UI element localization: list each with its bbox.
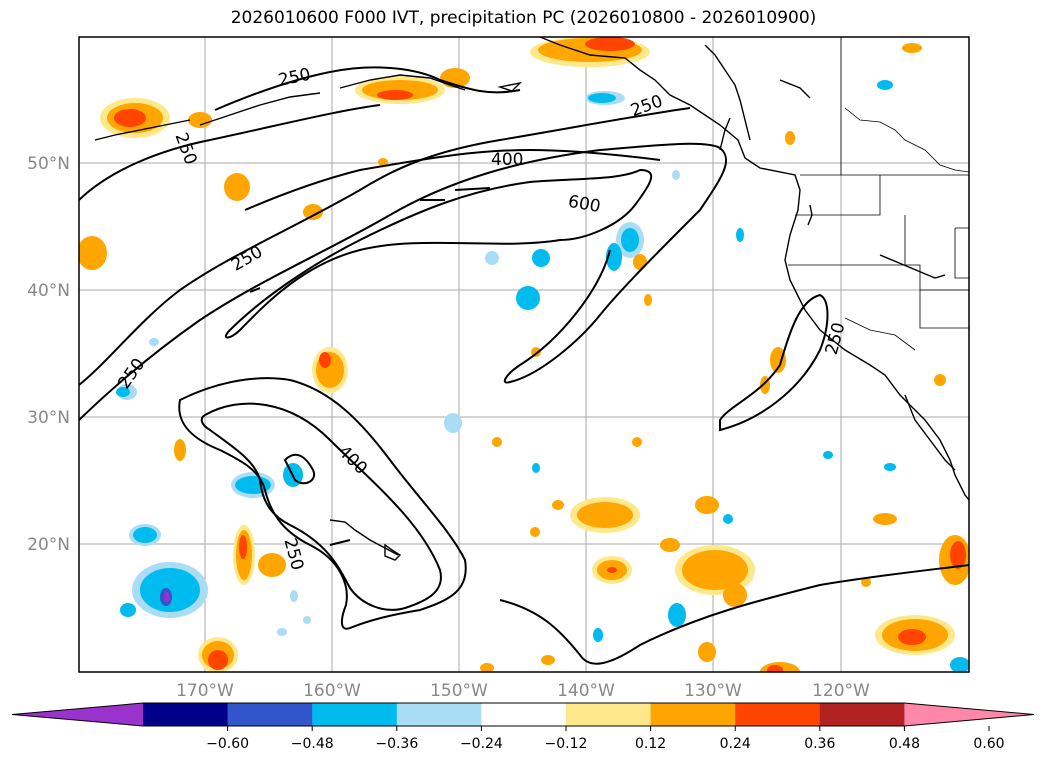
colorbar-segment — [566, 703, 652, 726]
plot-area — [79, 37, 969, 672]
lon-label: 160°W — [303, 681, 361, 701]
colorbar-segment — [143, 703, 229, 726]
colorbar-segment — [481, 703, 567, 726]
lon-label: 120°W — [812, 681, 870, 701]
map-title: 2026010600 F000 IVT, precipitation PC (2… — [230, 8, 817, 28]
colorbar-segment — [650, 703, 736, 726]
colorbar-tick-label: −0.48 — [291, 736, 334, 752]
lon-labels: 170°W 160°W 150°W 140°W 130°W 120°W — [176, 681, 870, 701]
colorbar-segment — [396, 703, 482, 726]
lon-label: 170°W — [176, 681, 234, 701]
colorbar-tick-label: −0.36 — [375, 736, 418, 752]
colorbar-tick-label: 0.48 — [889, 736, 920, 752]
colorbar-tick-label: −0.12 — [545, 736, 588, 752]
lon-label: 140°W — [557, 681, 615, 701]
colorbar-extend-low — [12, 703, 143, 726]
colorbar-tick-label: 0.24 — [720, 736, 751, 752]
colorbar-segment — [735, 703, 821, 726]
colorbar-tick-label: 0.36 — [804, 736, 835, 752]
lat-label: 50°N — [27, 154, 70, 174]
lon-label: 130°W — [684, 681, 742, 701]
lat-labels: 50°N 40°N 30°N 20°N — [27, 154, 70, 555]
colorbar-extend-high — [904, 703, 1034, 726]
lon-label: 150°W — [430, 681, 488, 701]
plot-frame — [78, 36, 970, 673]
lat-label: 40°N — [27, 281, 70, 301]
lat-label: 20°N — [27, 535, 70, 555]
precip-fills — [79, 37, 969, 672]
colorbar-ticks: −0.60 −0.48 −0.36 −0.24 −0.12 0.12 0.24 0.36 0.4… — [206, 726, 1005, 752]
colorbar-tick-label: −0.24 — [460, 736, 503, 752]
colorbar-tick-label: −0.60 — [206, 736, 249, 752]
state-borders — [788, 37, 969, 351]
colorbar-segment — [312, 703, 398, 726]
colorbar-segment — [819, 703, 905, 726]
colorbar-tick-label: 0.12 — [635, 736, 666, 752]
colorbar-segment — [227, 703, 313, 726]
colorbar — [11, 702, 1035, 727]
lat-label: 30°N — [27, 408, 70, 428]
ivt-contours — [79, 66, 969, 665]
colorbar-tick-label: 0.60 — [973, 736, 1004, 752]
colorbar-outline — [11, 702, 1035, 727]
contour-label: 400 — [491, 150, 523, 170]
